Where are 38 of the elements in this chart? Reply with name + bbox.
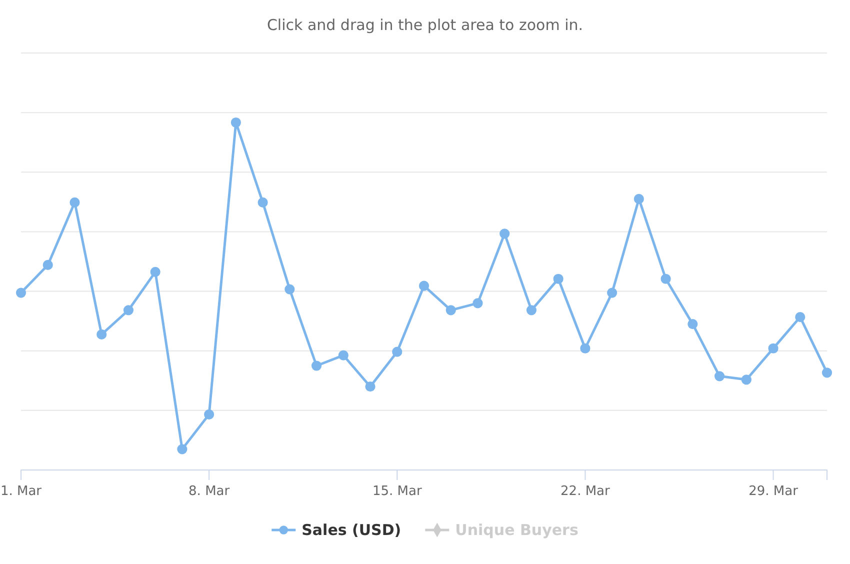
point — [526, 305, 537, 316]
point — [150, 266, 160, 277]
point — [204, 409, 214, 420]
point — [472, 298, 483, 308]
point — [123, 305, 134, 316]
point — [822, 368, 832, 378]
point — [70, 197, 80, 208]
x-tick-label: 22. Mar — [560, 484, 611, 500]
point — [714, 371, 725, 382]
point — [418, 280, 430, 291]
point — [16, 288, 26, 298]
point — [607, 288, 618, 298]
point — [42, 260, 53, 270]
point — [500, 228, 510, 239]
x-tick-label: 8. Mar — [188, 484, 230, 500]
point — [96, 329, 107, 340]
point — [284, 284, 295, 294]
x-tick-label: 1. Mar — [0, 484, 42, 500]
point — [311, 360, 322, 371]
point — [177, 444, 188, 454]
point — [553, 274, 564, 284]
x-tick-label: 15. Mar — [372, 484, 422, 500]
point — [258, 197, 268, 208]
point — [365, 382, 376, 392]
point — [768, 343, 778, 354]
x-tick-label: 29. Mar — [748, 484, 799, 500]
chart-subtitle: Click and drag in the plot area to zoom in. — [266, 16, 584, 34]
point — [741, 374, 752, 385]
point — [230, 117, 241, 128]
point — [338, 350, 348, 360]
point — [688, 319, 698, 330]
point — [795, 312, 806, 322]
legend-label: Sales (USD) — [302, 521, 402, 539]
point — [634, 194, 644, 204]
point — [392, 346, 402, 357]
point — [660, 274, 671, 284]
point — [580, 343, 590, 354]
point — [446, 305, 456, 316]
